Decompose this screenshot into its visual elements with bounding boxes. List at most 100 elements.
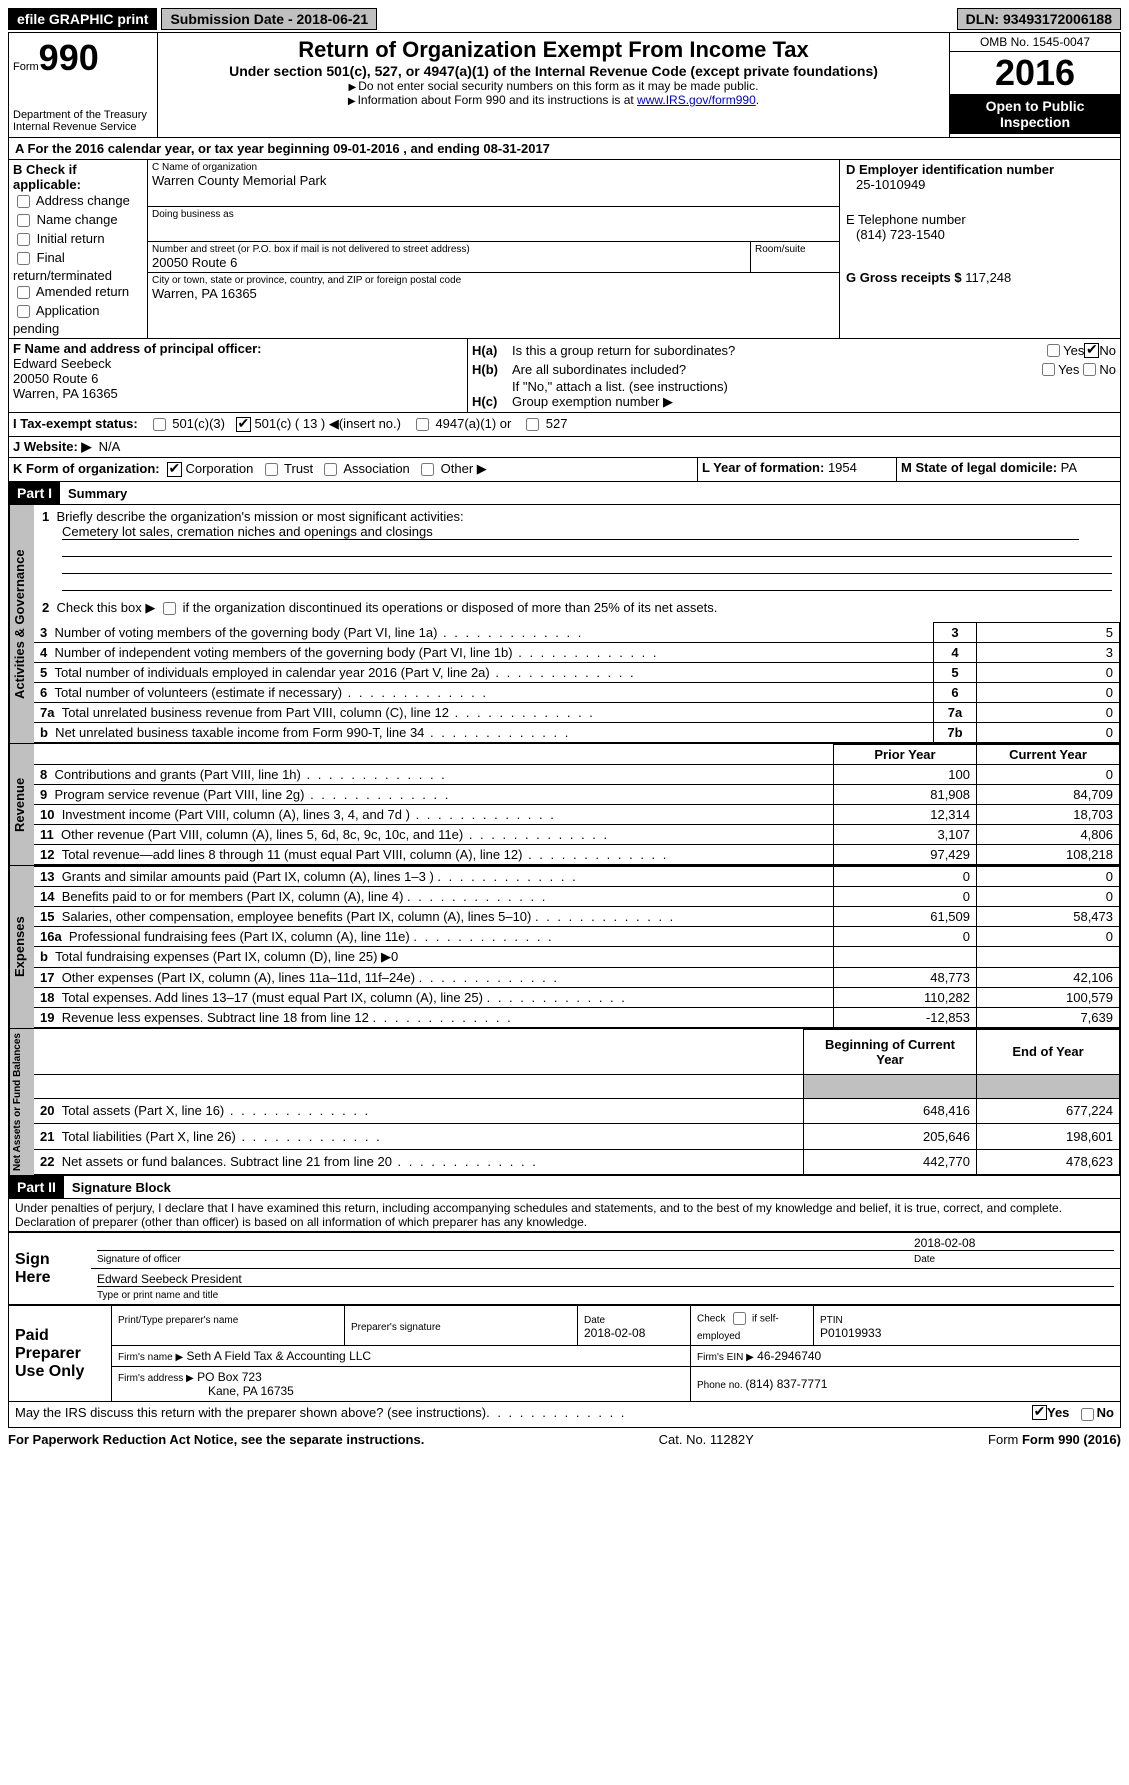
discuss-text: May the IRS discuss this return with the… [15,1405,486,1424]
open-public-2: Inspection [1000,114,1070,130]
officer-name: Edward Seebeck [13,356,463,371]
footer-form-label: Form [988,1432,1022,1447]
cb-other[interactable] [421,463,434,476]
submission-date: Submission Date - 2018-06-21 [161,8,377,30]
preparer-table: Paid Preparer Use Only Print/Type prepar… [8,1305,1121,1402]
firm-addr2: Kane, PA 16735 [208,1384,294,1398]
line-2-text2: if the organization discontinued its ope… [183,600,718,615]
cb-corp[interactable]: ✔ [167,462,182,477]
year-form-label: L Year of formation: [702,460,828,475]
form-subtitle: Under section 501(c), 527, or 4947(a)(1)… [162,63,945,79]
irs-link[interactable]: www.IRS.gov/form990 [637,93,756,107]
city-label: City or town, state or province, country… [152,275,835,286]
cb-501c[interactable]: ✔ [236,417,251,432]
ssn-warning: Do not enter social security numbers on … [358,79,758,93]
form-label: Form [13,61,39,73]
ein-value: 25-1010949 [846,177,1114,192]
domicile-label: M State of legal domicile: [901,460,1061,475]
part-ii-label: Part II [9,1176,64,1198]
form-header: Form990 Department of the Treasury Inter… [8,32,1121,138]
cb-hb-yes[interactable] [1042,363,1055,376]
line-2-num: 2 [42,600,49,615]
officer-addr2: Warren, PA 16365 [13,386,463,401]
cb-assoc[interactable] [324,463,337,476]
ein-label: D Employer identification number [846,162,1114,177]
dln-box: DLN: 93493172006188 [957,8,1121,30]
cb-501c3[interactable] [153,418,166,431]
vert-revenue: Revenue [9,744,34,865]
top-bar: efile GRAPHIC print Submission Date - 20… [8,8,1121,30]
line-2-text: Check this box ▶ [56,600,155,615]
prep-date: 2018-02-08 [584,1326,645,1340]
expenses-table: 13 Grants and similar amounts paid (Part… [34,866,1120,1028]
section-k-label: K Form of organization: [13,461,160,476]
cb-amended[interactable] [17,286,30,299]
firm-addr1: PO Box 723 [197,1370,262,1384]
officer-label: F Name and address of principal officer: [13,341,463,356]
cat-number: Cat. No. 11282Y [659,1432,754,1447]
hc-text: Group exemption number ▶ [512,394,673,409]
cb-initial[interactable] [17,233,30,246]
cb-discuss-no[interactable] [1081,1408,1094,1421]
activities-table: 3 Number of voting members of the govern… [34,622,1120,743]
dba-label: Doing business as [152,209,835,220]
officer-name-title: Edward Seebeck President [97,1272,1114,1287]
tax-year: 2016 [950,52,1120,94]
org-name: Warren County Memorial Park [152,173,835,188]
room-label: Room/suite [755,244,835,255]
part-i-label: Part I [9,482,60,504]
footer: For Paperwork Reduction Act Notice, see … [8,1432,1121,1447]
omb-number: OMB No. 1545-0047 [950,33,1120,52]
org-city: Warren, PA 16365 [152,286,835,301]
line-1-num: 1 [42,509,49,524]
footer-form: Form 990 (2016) [1022,1432,1121,1447]
domicile-value: PA [1061,460,1077,475]
cb-trust[interactable] [265,463,278,476]
efile-btn[interactable]: efile GRAPHIC print [8,8,157,30]
part-ii-title: Signature Block [64,1177,179,1198]
signature-table: Sign Here Signature of officer 2018-02-0… [8,1232,1121,1305]
hc-label: H(c) [472,394,512,409]
revenue-table: Prior YearCurrent Year8 Contributions an… [34,744,1120,865]
cb-4947[interactable] [416,418,429,431]
section-b-label: B Check if applicable: [13,162,143,192]
vert-expenses: Expenses [9,866,34,1028]
addr-label: Number and street (or P.O. box if mail i… [152,244,746,255]
paid-preparer-label: Paid Preparer Use Only [9,1306,112,1402]
netassets-table: Beginning of Current YearEnd of Year20 T… [34,1029,1120,1175]
firm-ein: 46-2946740 [757,1349,821,1363]
ha-label: H(a) [472,343,512,358]
cb-final[interactable] [17,252,30,265]
cb-hb-no[interactable] [1083,363,1096,376]
line-1-text: Briefly describe the organization's miss… [56,509,463,524]
ha-text: Is this a group return for subordinates? [512,343,1043,358]
part-i-title: Summary [60,483,135,504]
firm-phone: (814) 837-7771 [745,1377,827,1391]
cb-name-change[interactable] [17,214,30,227]
org-name-label: C Name of organization [152,162,835,173]
phone-label: E Telephone number [846,212,1114,227]
cb-527[interactable] [526,418,539,431]
irs-label: Internal Revenue Service [13,121,153,133]
cb-discontinued[interactable] [163,602,176,615]
ptin-value: P01019933 [820,1326,881,1340]
info-label: Information about Form 990 and its instr… [358,93,637,107]
vert-netassets: Net Assets or Fund Balances [9,1029,34,1175]
gross-value: 117,248 [965,270,1011,285]
website-label: J Website: ▶ [13,439,91,454]
cb-pending[interactable] [17,305,30,318]
year-form-value: 1954 [828,460,857,475]
sig-date: 2018-02-08 [914,1236,1114,1251]
cb-self-employed[interactable] [733,1312,746,1325]
cb-ha-yes[interactable] [1047,344,1060,357]
sign-here-label: Sign Here [9,1233,92,1305]
hb-text: Are all subordinates included? [512,362,1038,377]
perjury-declaration: Under penalties of perjury, I declare th… [8,1199,1121,1232]
form-number: 990 [39,37,99,78]
cb-discuss-yes[interactable]: ✔ [1032,1405,1047,1420]
gross-label: G Gross receipts $ [846,270,965,285]
vert-activities: Activities & Governance [9,505,34,743]
cb-ha-no[interactable]: ✔ [1084,343,1099,358]
org-address: 20050 Route 6 [152,255,746,270]
cb-addr-change[interactable] [17,195,30,208]
